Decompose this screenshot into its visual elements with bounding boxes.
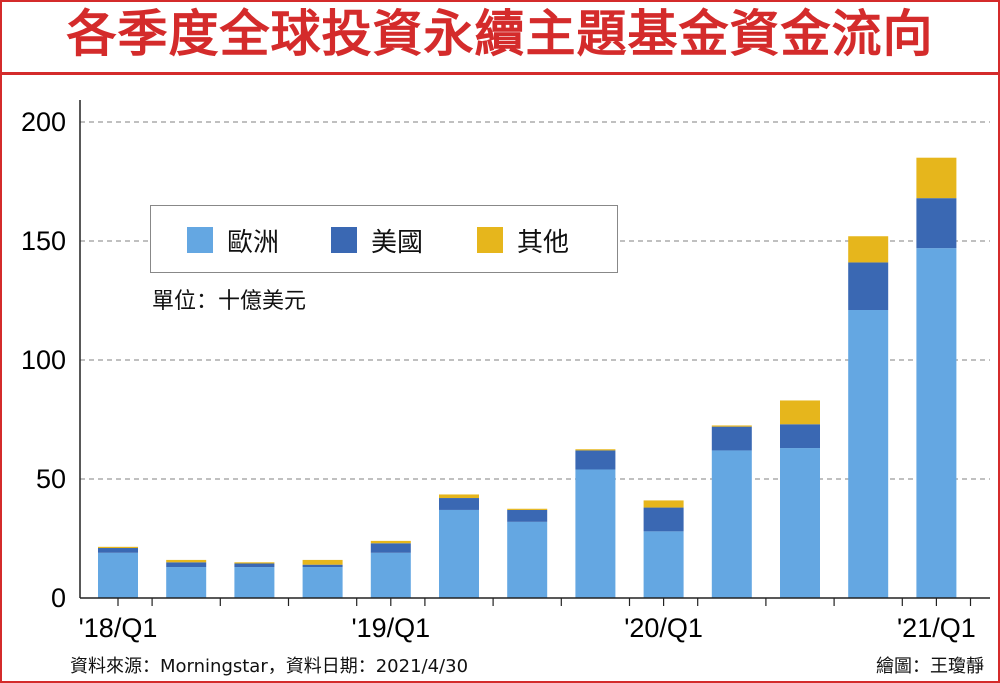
bar-segment-other xyxy=(780,400,820,425)
bar-segment-other xyxy=(98,546,138,549)
credit-note: 繪圖：王瓊靜 xyxy=(876,656,984,677)
bar-segment-europe xyxy=(848,310,889,598)
bar-segment-europe xyxy=(370,552,411,598)
bar-segment-usa xyxy=(439,498,479,510)
x-tick-label: '18/Q1 xyxy=(79,613,158,643)
bar-segment-other xyxy=(166,559,207,563)
bar-segment-other xyxy=(643,500,684,508)
y-tick-label: 200 xyxy=(21,107,66,137)
x-tick-label: '19/Q1 xyxy=(351,613,430,643)
bar-segment-usa xyxy=(575,450,616,470)
bar-segment-usa xyxy=(370,543,411,553)
bar-segment-usa xyxy=(98,548,138,553)
bar-segment-usa xyxy=(780,424,820,449)
legend-label-other: 其他 xyxy=(517,227,570,258)
bar-segment-europe xyxy=(166,567,207,598)
bar-segment-other xyxy=(711,425,752,427)
y-axis-labels: 0 50 100 150 200 xyxy=(21,107,66,613)
y-tick-label: 150 xyxy=(21,226,66,256)
bar-segment-other xyxy=(439,494,479,499)
source-note: 資料來源：Morningstar，資料日期：2021/4/30 xyxy=(70,656,469,677)
bar-segment-usa xyxy=(916,198,957,249)
bar-segment-europe xyxy=(780,448,820,598)
bar-group xyxy=(98,157,957,598)
legend: 歐洲 美國 其他 xyxy=(150,205,618,273)
bar-segment-europe xyxy=(98,552,138,598)
bar-segment-usa xyxy=(234,563,275,568)
x-tick-label: '21/Q1 xyxy=(897,613,976,643)
bar-segment-other xyxy=(302,559,343,565)
legend-label-europe: 歐洲 xyxy=(227,227,280,258)
bar-segment-other xyxy=(234,562,275,564)
bar-segment-usa xyxy=(643,507,684,532)
bar-segment-europe xyxy=(439,509,479,598)
x-tick-label: '20/Q1 xyxy=(624,613,703,643)
unit-label: 單位：十億美元 xyxy=(152,289,307,314)
x-axis-labels: '18/Q1 '19/Q1 '20/Q1 '21/Q1 xyxy=(79,613,976,643)
y-tick-label: 0 xyxy=(51,583,66,613)
legend-swatch-usa xyxy=(331,227,357,253)
bar-segment-other xyxy=(848,236,889,263)
bar-segment-usa xyxy=(166,562,207,568)
legend-item-europe: 歐洲 xyxy=(187,222,279,258)
bar-segment-other xyxy=(916,157,957,199)
bar-segment-other xyxy=(507,508,548,510)
axes xyxy=(79,100,990,606)
bar-segment-usa xyxy=(711,426,752,451)
bar-segment-europe xyxy=(575,469,616,598)
legend-swatch-other xyxy=(477,227,503,253)
bar-segment-usa xyxy=(302,564,343,568)
bar-segment-europe xyxy=(302,567,343,598)
legend-label-usa: 美國 xyxy=(371,227,424,258)
chart-title: 各季度全球投資永續主題基金資金流向 xyxy=(66,5,934,63)
bar-segment-europe xyxy=(507,521,548,598)
bar-segment-other xyxy=(370,540,411,544)
title-divider xyxy=(0,72,1000,75)
bar-segment-usa xyxy=(848,262,889,311)
legend-item-other: 其他 xyxy=(477,222,569,258)
legend-item-usa: 美國 xyxy=(331,222,423,258)
legend-swatch-europe xyxy=(187,227,213,253)
bar-segment-europe xyxy=(916,248,957,598)
bar-segment-europe xyxy=(643,531,684,598)
bar-segment-europe xyxy=(711,450,752,598)
bar-segment-europe xyxy=(234,567,275,598)
y-tick-label: 100 xyxy=(21,345,66,375)
bar-segment-other xyxy=(575,449,616,451)
y-tick-label: 50 xyxy=(36,464,66,494)
bar-segment-usa xyxy=(507,509,548,522)
